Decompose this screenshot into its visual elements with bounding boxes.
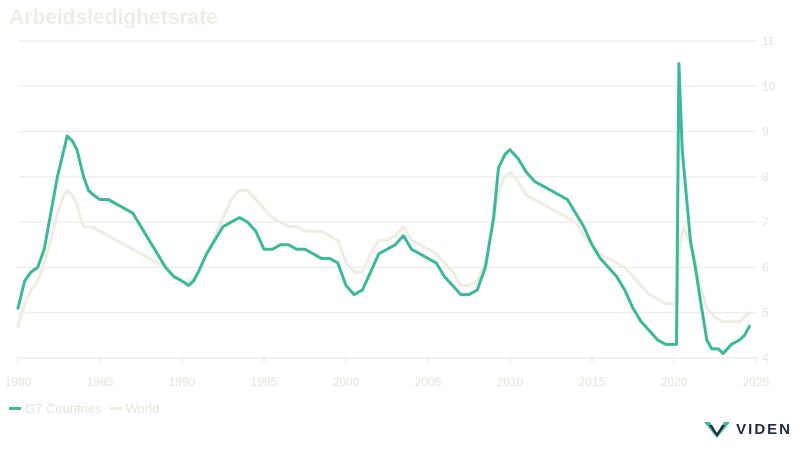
y-tick-label: 9: [762, 125, 769, 139]
legend-item-world[interactable]: World: [109, 401, 160, 416]
y-tick-label: 7: [762, 215, 769, 229]
x-tick-label: 1995: [251, 375, 278, 389]
y-tick-label: 11: [762, 34, 775, 48]
legend-label-world: World: [125, 401, 160, 416]
x-tick-label: 1990: [169, 375, 196, 389]
legend-item-g7[interactable]: G7 Countries: [9, 401, 102, 416]
y-tick-label: 5: [762, 306, 769, 320]
y-tick-label: 6: [762, 260, 769, 274]
x-tick-label: 2000: [333, 375, 360, 389]
legend-swatch-world: [109, 407, 122, 410]
legend-label-g7: G7 Countries: [25, 401, 102, 416]
x-axis-ticks: 1980 1985 1990 1995 2000 2005 2010 2015 2020 2025: [5, 358, 770, 389]
logo-text: VIDEN: [736, 421, 792, 438]
x-tick-label: 2015: [579, 375, 606, 389]
series-line-g7-countries: [16, 62, 751, 355]
grid-lines: [18, 40, 756, 359]
viden-logo: VIDEN: [704, 421, 792, 438]
y-axis-ticks: 4 5 6 7 8 9 10 11: [762, 34, 776, 365]
series-lines: [16, 62, 751, 355]
y-tick-label: 10: [762, 79, 776, 93]
x-tick-label: 2005: [415, 375, 442, 389]
viden-logo-icon: [704, 421, 731, 438]
x-tick-label: 2020: [661, 375, 688, 389]
chart-title: Arbeidsledighetsrate: [9, 6, 218, 29]
y-tick-label: 4: [762, 351, 769, 365]
legend-swatch-g7: [9, 407, 21, 410]
series-line-world: [16, 170, 751, 328]
x-tick-label: 2010: [497, 375, 524, 389]
x-tick-label: 1980: [5, 375, 32, 389]
y-tick-label: 8: [762, 170, 769, 184]
x-tick-label: 2025: [743, 375, 770, 389]
x-tick-label: 1985: [87, 375, 114, 389]
legend: G7 Countries World: [9, 401, 159, 416]
